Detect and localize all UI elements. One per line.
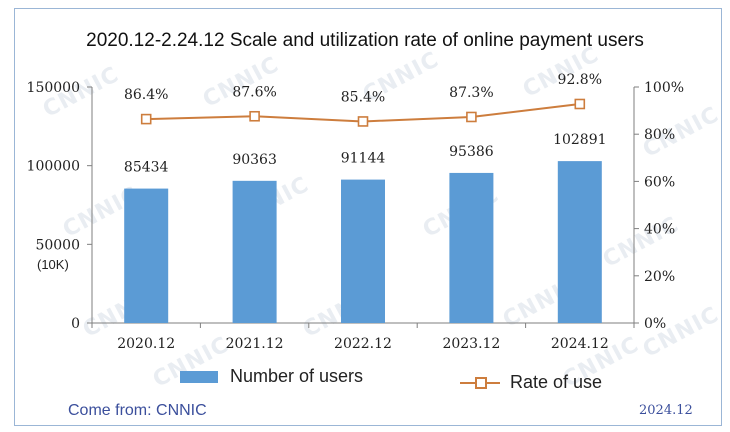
source-note: Come from: CNNIC: [68, 402, 207, 419]
y-right-tick-label: 0%: [644, 316, 666, 332]
y-left-tick-label: 0: [71, 316, 80, 332]
y-left-tick-label: 150000: [27, 80, 80, 96]
legend-marker-square-icon: [475, 376, 487, 389]
y-right-tick-label: 40%: [644, 222, 675, 238]
bar-value-label: 95386: [449, 144, 494, 160]
line-point-marker: [466, 111, 477, 123]
line-point-marker: [140, 113, 152, 125]
x-tick-label: 2022.12: [334, 336, 392, 352]
y-right-tick-label: 80%: [644, 127, 675, 143]
line-value-label: 87.3%: [449, 85, 493, 101]
date-note: 2024.12: [639, 403, 693, 418]
line-point-marker: [357, 116, 369, 127]
legend-swatch-line: [460, 376, 500, 389]
line-value-label: 87.6%: [232, 84, 276, 100]
y-left-tick-label: 100000: [27, 159, 80, 175]
legend-label-users: Number of users: [230, 366, 364, 386]
y-right-tick-label: 20%: [644, 269, 675, 285]
bar-value-label: 90363: [232, 152, 277, 168]
line-value-label: 92.8%: [558, 72, 602, 88]
legend-item-rate: Rate of use: [460, 372, 602, 393]
x-tick-label: 2023.12: [442, 336, 500, 352]
y-right-tick-label: 60%: [644, 174, 675, 190]
y-right-tick-label: 100%: [644, 80, 684, 96]
bar-users: [557, 161, 602, 323]
bar-users: [341, 179, 385, 323]
x-tick-label: 2021.12: [226, 336, 284, 352]
bar-users: [124, 188, 169, 323]
line-value-label: 85.4%: [341, 89, 385, 105]
legend-item-users: Number of users: [180, 366, 363, 387]
x-tick-label: 2024.12: [551, 336, 609, 352]
bar-users: [232, 180, 277, 323]
bar-value-label: 85434: [124, 160, 169, 176]
bar-users: [449, 172, 494, 323]
bar-value-label: 91144: [341, 151, 386, 167]
chart-title: 2020.12-2.24.12 Scale and utilization ra…: [86, 30, 644, 51]
line-point-marker: [574, 98, 586, 110]
line-value-label: 86.4%: [124, 87, 168, 103]
bar-value-label: 102891: [553, 132, 606, 148]
line-point-marker: [249, 110, 260, 122]
y-left-tick-label: 50000: [35, 237, 80, 253]
legend-label-rate: Rate of use: [510, 372, 603, 392]
legend-swatch-bar: [180, 370, 218, 383]
y-axis-unit-label: (10K): [37, 257, 69, 272]
x-tick-label: 2020.12: [117, 336, 175, 352]
